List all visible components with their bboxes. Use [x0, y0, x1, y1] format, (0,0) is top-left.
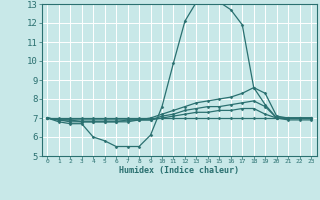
X-axis label: Humidex (Indice chaleur): Humidex (Indice chaleur)	[119, 166, 239, 175]
